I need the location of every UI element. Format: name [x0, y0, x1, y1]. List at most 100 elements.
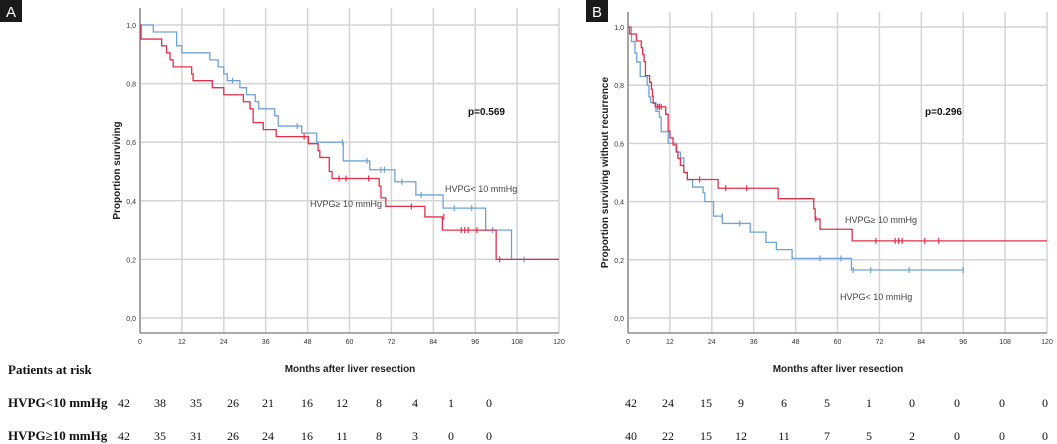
risk-count-cell: 42 [118, 429, 130, 443]
x-tick-label: 108 [511, 339, 523, 346]
y-tick-label: 0,0 [126, 316, 136, 323]
x-tick-label: 24 [220, 339, 228, 346]
y-tick-label: 1,0 [126, 23, 136, 30]
risk-count-cell: 24 [662, 396, 674, 410]
x-axis-title: Months after liver resection [773, 364, 904, 375]
risk-count-cell: 40 [625, 429, 637, 443]
risk-count-cell: 1 [448, 396, 454, 410]
y-tick-label: 0,0 [614, 316, 624, 323]
risk-count-cell: 0 [909, 396, 915, 410]
x-tick-label: 60 [346, 339, 354, 346]
risk-count-cell: 1 [866, 396, 872, 410]
risk-count-cell: 11 [778, 429, 790, 443]
y-tick-label: 0,2 [614, 258, 624, 265]
risk-count-cell: 21 [262, 396, 274, 410]
risk-count-cell: 31 [190, 429, 202, 443]
risk-count-cell: 0 [954, 396, 960, 410]
x-axis-title: Months after liver resection [285, 364, 416, 375]
risk-count-cell: 0 [1042, 429, 1048, 443]
y-tick-label: 1,0 [614, 25, 624, 32]
risk-count-cell: 2 [909, 429, 915, 443]
risk-count-cell: 4 [412, 396, 418, 410]
p-value-annotation: p=0.296 [925, 107, 962, 118]
risk-count-cell: 24 [262, 429, 274, 443]
risk-count-cell: 7 [824, 429, 830, 443]
x-tick-label: 84 [429, 339, 437, 346]
risk-count-cell: 42 [625, 396, 637, 410]
y-tick-label: 0,4 [126, 199, 136, 206]
y-tick-label: 0,8 [126, 82, 136, 89]
risk-count-cell: 15 [700, 396, 712, 410]
risk-count-cell: 5 [824, 396, 830, 410]
risk-count-cell: 3 [412, 429, 418, 443]
risk-count-cell: 22 [662, 429, 674, 443]
x-tick-label: 120 [1041, 339, 1053, 346]
risk-count-cell: 9 [738, 396, 744, 410]
risk-count-cell: 8 [376, 396, 382, 410]
series-line-hvpg-low [140, 24, 559, 261]
x-tick-label: 108 [999, 339, 1011, 346]
x-tick-label: 48 [304, 339, 312, 346]
risk-count-cell: 6 [781, 396, 787, 410]
risk-table-title: Patients at risk [8, 362, 92, 377]
series-line-hvpg-low [628, 26, 964, 271]
panel-letter: A [6, 4, 16, 21]
y-tick-label: 0,6 [614, 141, 624, 148]
x-tick-label: 36 [750, 339, 758, 346]
risk-row-label-high: HVPG≥10 mmHg [8, 428, 108, 443]
risk-count-cell: 12 [336, 396, 348, 410]
risk-count-cell: 11 [336, 429, 348, 443]
risk-count-cell: 15 [700, 429, 712, 443]
x-tick-label: 96 [471, 339, 479, 346]
risk-count-cell: 5 [866, 429, 872, 443]
risk-count-cell: 16 [301, 396, 313, 410]
risk-count-cell: 8 [376, 429, 382, 443]
panel-letter: B [592, 4, 602, 21]
x-tick-label: 0 [138, 339, 142, 346]
x-tick-label: 72 [388, 339, 396, 346]
x-tick-label: 36 [262, 339, 270, 346]
risk-count-cell: 0 [486, 429, 492, 443]
risk-count-cell: 42 [118, 396, 130, 410]
y-tick-label: 0,8 [614, 83, 624, 90]
y-axis-title: Proportion surviving without recurrence [600, 76, 611, 268]
risk-count-cell: 0 [1042, 396, 1048, 410]
y-tick-label: 0,2 [126, 257, 136, 264]
risk-count-cell: 0 [448, 429, 454, 443]
risk-count-cell: 16 [301, 429, 313, 443]
x-tick-label: 72 [876, 339, 884, 346]
risk-count-cell: 0 [954, 429, 960, 443]
risk-count-cell: 38 [154, 396, 166, 410]
risk-count-cell: 35 [154, 429, 166, 443]
risk-count-cell: 35 [190, 396, 202, 410]
x-tick-label: 84 [917, 339, 925, 346]
risk-row-label-low: HVPG<10 mmHg [8, 395, 108, 410]
risk-count-cell: 12 [735, 429, 747, 443]
x-tick-label: 12 [666, 339, 674, 346]
x-tick-label: 12 [178, 339, 186, 346]
series-line-hvpg-high [140, 24, 559, 261]
series-label-hvpg-high: HVPG≥ 10 mmHg [845, 215, 917, 225]
risk-count-cell: 0 [999, 396, 1005, 410]
panel-letter-box [0, 0, 22, 22]
x-tick-label: 24 [708, 339, 716, 346]
y-axis-title: Proportion surviving [112, 121, 123, 219]
series-label-hvpg-high: HVPG≥ 10 mmHg [310, 199, 382, 209]
risk-count-cell: 0 [999, 429, 1005, 443]
risk-count-cell: 26 [227, 429, 239, 443]
x-tick-label: 120 [553, 339, 565, 346]
risk-count-cell: 26 [227, 396, 239, 410]
series-label-hvpg-low: HVPG< 10 mmHg [840, 292, 912, 302]
x-tick-label: 60 [834, 339, 842, 346]
x-tick-label: 0 [626, 339, 630, 346]
y-tick-label: 0,6 [126, 140, 136, 147]
y-tick-label: 0,4 [614, 200, 624, 207]
x-tick-label: 96 [959, 339, 967, 346]
risk-count-cell: 0 [486, 396, 492, 410]
series-line-hvpg-high [628, 26, 1047, 242]
x-tick-label: 48 [792, 339, 800, 346]
series-label-hvpg-low: HVPG< 10 mmHg [445, 184, 517, 194]
p-value-annotation: p=0.569 [468, 107, 505, 118]
